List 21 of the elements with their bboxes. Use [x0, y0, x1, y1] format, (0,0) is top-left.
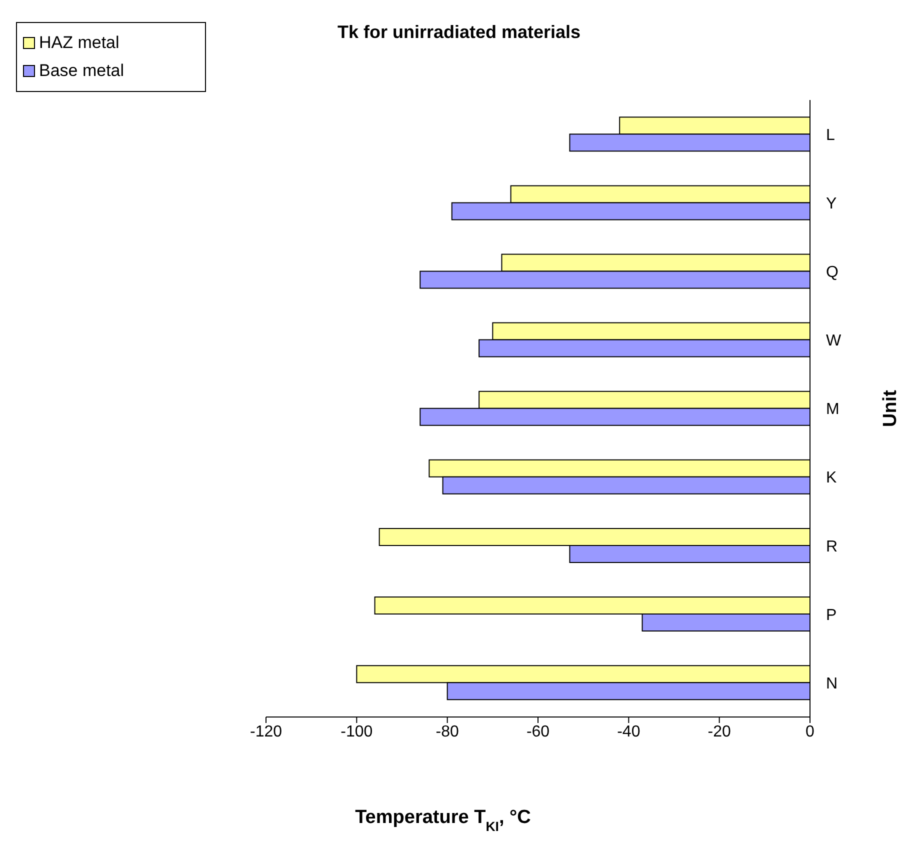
y-tick-label: P — [826, 606, 837, 624]
y-tick-label: K — [826, 470, 837, 487]
x-tick-label: -120 — [250, 723, 282, 740]
y-tick-label: N — [826, 675, 838, 692]
y-tick-label: Q — [826, 264, 838, 282]
x-tick-label: -80 — [436, 723, 459, 740]
x-tick-label: -100 — [340, 723, 373, 740]
y-tick-label: R — [826, 538, 838, 556]
x-tick-label: 0 — [806, 723, 815, 740]
x-tick-label: -20 — [708, 723, 731, 740]
x-tick-label: -60 — [526, 723, 550, 740]
x-axis-title: Temperature T$_{KI}$, °C — [355, 807, 532, 834]
legend-label: Base metal — [39, 60, 124, 82]
y-tick-label: L — [826, 126, 835, 144]
x-tick-label: -40 — [617, 723, 640, 740]
legend-label: HAZ metal — [39, 32, 120, 54]
y-tick-label: W — [826, 332, 842, 350]
y-tick-label: M — [826, 401, 840, 418]
y-tick-label: Y — [826, 196, 837, 213]
y-axis-title: Unit — [880, 389, 901, 427]
chart-title: Tk for unirradiated materials — [337, 22, 581, 42]
